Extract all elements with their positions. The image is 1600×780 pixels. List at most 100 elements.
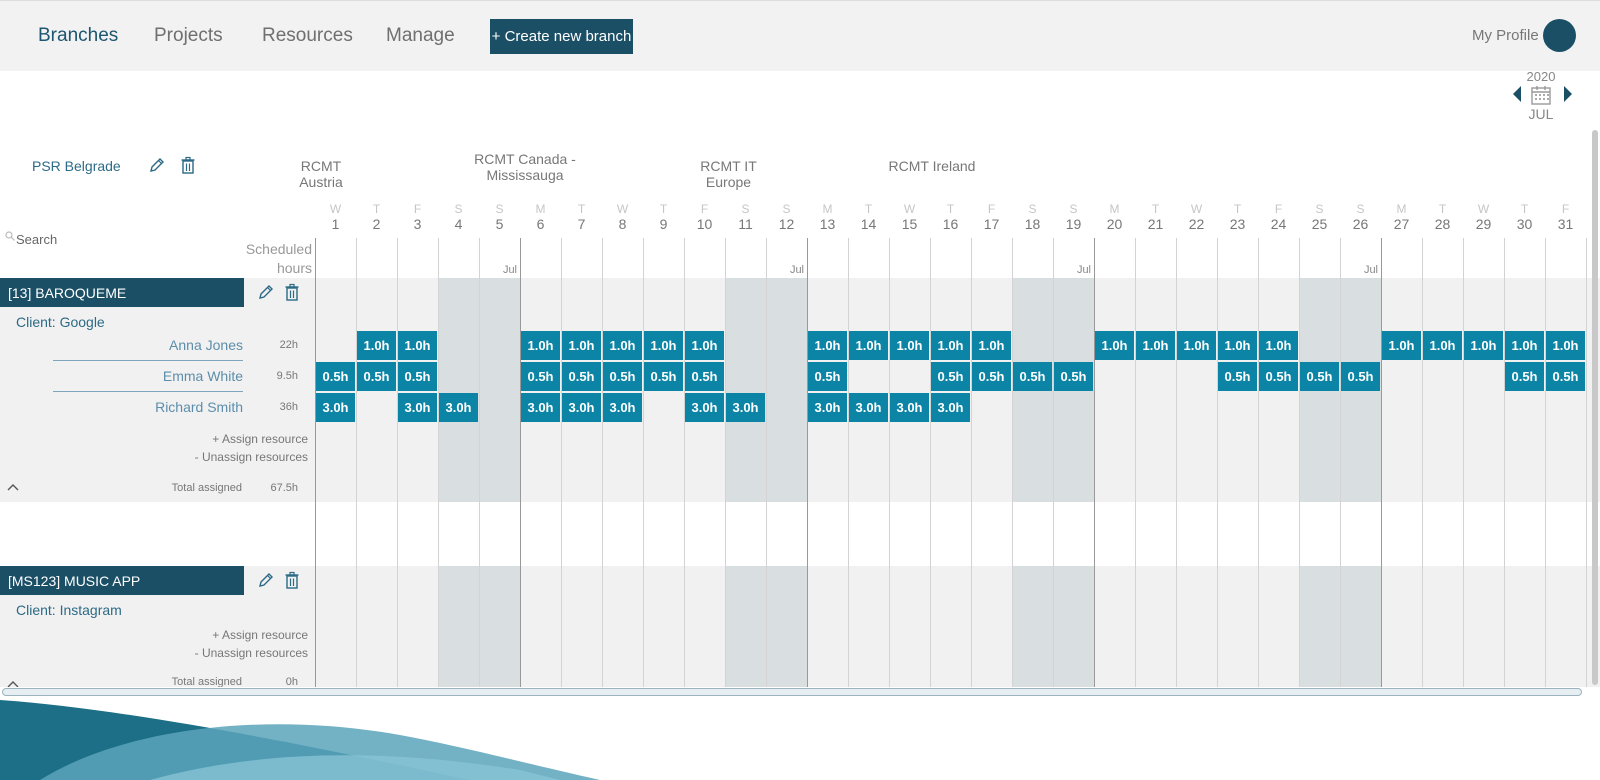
nav-projects[interactable]: Projects xyxy=(154,25,223,46)
allocation-cell[interactable]: 0.5h xyxy=(603,362,642,391)
resource-name-richard-smith[interactable]: Richard Smith xyxy=(155,399,243,415)
day-header: T 16 xyxy=(930,202,971,232)
allocation-cell[interactable]: 3.0h xyxy=(726,393,765,422)
allocation-cell[interactable]: 1.0h xyxy=(808,331,847,360)
grid-line xyxy=(1586,238,1587,687)
grid-line xyxy=(1012,238,1013,687)
allocation-cell[interactable]: 1.0h xyxy=(849,331,888,360)
allocation-cell[interactable]: 0.5h xyxy=(1013,362,1052,391)
allocation-cell[interactable]: 1.0h xyxy=(1546,331,1585,360)
allocation-cell[interactable]: 3.0h xyxy=(562,393,601,422)
assign-resource-link[interactable]: + Assign resource xyxy=(212,432,308,446)
collapse-chevron-up-icon[interactable] xyxy=(7,482,19,492)
allocation-cell[interactable]: 0.5h xyxy=(521,362,560,391)
allocation-cell[interactable]: 0.5h xyxy=(808,362,847,391)
allocation-cell[interactable]: 1.0h xyxy=(521,331,560,360)
allocation-cell[interactable]: 1.0h xyxy=(1505,331,1544,360)
allocation-cell[interactable]: 0.5h xyxy=(1300,362,1339,391)
allocation-cell[interactable]: 0.5h xyxy=(1341,362,1380,391)
branch-rcmt-ireland[interactable]: RCMT Ireland xyxy=(888,158,976,174)
allocation-cell[interactable]: 3.0h xyxy=(521,393,560,422)
allocation-cell[interactable]: 1.0h xyxy=(357,331,396,360)
previous-month-arrow-icon[interactable] xyxy=(1513,86,1521,102)
delete-branch-trash-icon[interactable] xyxy=(180,156,196,174)
collapse-chevron-up-icon[interactable] xyxy=(7,679,19,687)
allocation-cell[interactable]: 3.0h xyxy=(439,393,478,422)
search-icon xyxy=(5,231,15,241)
day-header: F 10 xyxy=(684,202,725,232)
allocation-cell[interactable]: 3.0h xyxy=(316,393,355,422)
allocation-cell[interactable]: 0.5h xyxy=(562,362,601,391)
allocation-cell[interactable]: 0.5h xyxy=(398,362,437,391)
allocation-cell[interactable]: 1.0h xyxy=(1464,331,1503,360)
nav-manage[interactable]: Manage xyxy=(386,25,455,46)
project-title-baroqueme[interactable]: [13] BAROQUEME xyxy=(0,278,244,307)
allocation-cell[interactable]: 1.0h xyxy=(685,331,724,360)
allocation-cell[interactable]: 1.0h xyxy=(890,331,929,360)
unassign-resources-link[interactable]: - Unassign resources xyxy=(194,646,308,660)
allocation-cell[interactable]: 1.0h xyxy=(1423,331,1462,360)
my-profile-link[interactable]: My Profile xyxy=(1472,27,1539,44)
branch-rcmt-canada[interactable]: RCMT Canada - Mississauga xyxy=(474,151,576,183)
allocation-cell[interactable]: 1.0h xyxy=(644,331,683,360)
allocation-cell[interactable]: 3.0h xyxy=(685,393,724,422)
day-header: W 22 xyxy=(1176,202,1217,232)
day-header: S 19 xyxy=(1053,202,1094,232)
allocation-cell[interactable]: 1.0h xyxy=(1259,331,1298,360)
allocation-cell[interactable]: 0.5h xyxy=(931,362,970,391)
delete-project-trash-icon[interactable] xyxy=(284,571,300,589)
resource-name-anna-jones[interactable]: Anna Jones xyxy=(169,337,243,353)
unassign-resources-link[interactable]: - Unassign resources xyxy=(194,450,308,464)
avatar[interactable] xyxy=(1543,19,1576,52)
project-title-music-app[interactable]: [MS123] MUSIC APP xyxy=(0,566,244,595)
allocation-cell[interactable]: 3.0h xyxy=(398,393,437,422)
search-input[interactable] xyxy=(16,230,216,248)
resource-name-emma-white[interactable]: Emma White xyxy=(162,368,243,384)
vertical-scrollbar[interactable] xyxy=(1592,130,1598,685)
allocation-cell[interactable]: 1.0h xyxy=(1177,331,1216,360)
allocation-cell[interactable]: 0.5h xyxy=(685,362,724,391)
day-number: 17 xyxy=(983,216,1000,232)
allocation-cell[interactable]: 1.0h xyxy=(931,331,970,360)
allocation-cell[interactable]: 1.0h xyxy=(972,331,1011,360)
delete-project-trash-icon[interactable] xyxy=(284,283,300,301)
allocation-cell[interactable]: 1.0h xyxy=(1095,331,1134,360)
allocation-cell[interactable]: 3.0h xyxy=(931,393,970,422)
allocation-cell[interactable]: 1.0h xyxy=(398,331,437,360)
branch-rcmt-austria[interactable]: RCMT Austria xyxy=(299,158,343,190)
allocation-cell[interactable]: 0.5h xyxy=(1546,362,1585,391)
allocation-cell[interactable]: 1.0h xyxy=(1218,331,1257,360)
allocation-cell[interactable]: 0.5h xyxy=(357,362,396,391)
create-new-branch-button[interactable]: + Create new branch xyxy=(490,19,633,54)
allocation-cell[interactable]: 1.0h xyxy=(1382,331,1421,360)
grid-line xyxy=(766,238,767,687)
allocation-cell[interactable]: 1.0h xyxy=(562,331,601,360)
allocation-cell[interactable]: 3.0h xyxy=(808,393,847,422)
allocation-cell[interactable]: 1.0h xyxy=(1136,331,1175,360)
allocation-cell[interactable]: 0.5h xyxy=(1505,362,1544,391)
allocation-cell[interactable]: 0.5h xyxy=(1218,362,1257,391)
branch-rcmt-it-europe[interactable]: RCMT IT Europe xyxy=(700,158,757,190)
horizontal-scrollbar[interactable] xyxy=(2,688,1582,696)
nav-branches[interactable]: Branches xyxy=(38,25,119,46)
day-of-week: T xyxy=(372,202,381,216)
assign-resource-link[interactable]: + Assign resource xyxy=(212,628,308,642)
allocation-cell[interactable]: 0.5h xyxy=(644,362,683,391)
allocation-cell[interactable]: 0.5h xyxy=(972,362,1011,391)
next-month-arrow-icon[interactable] xyxy=(1564,86,1572,102)
allocation-cell[interactable]: 3.0h xyxy=(890,393,929,422)
branch-psr-belgrade[interactable]: PSR Belgrade xyxy=(32,158,121,174)
allocation-cell[interactable]: 0.5h xyxy=(1054,362,1093,391)
grid-line xyxy=(1381,238,1382,687)
edit-project-pencil-icon[interactable] xyxy=(257,572,273,590)
edit-project-pencil-icon[interactable] xyxy=(257,284,273,302)
allocation-cell[interactable]: 1.0h xyxy=(603,331,642,360)
allocation-cell[interactable]: 3.0h xyxy=(849,393,888,422)
calendar-icon[interactable] xyxy=(1531,85,1551,105)
allocation-cell[interactable]: 0.5h xyxy=(316,362,355,391)
allocation-cell[interactable]: 0.5h xyxy=(1259,362,1298,391)
edit-branch-pencil-icon[interactable] xyxy=(148,157,164,175)
allocation-cell[interactable]: 3.0h xyxy=(603,393,642,422)
nav-resources[interactable]: Resources xyxy=(262,25,353,46)
